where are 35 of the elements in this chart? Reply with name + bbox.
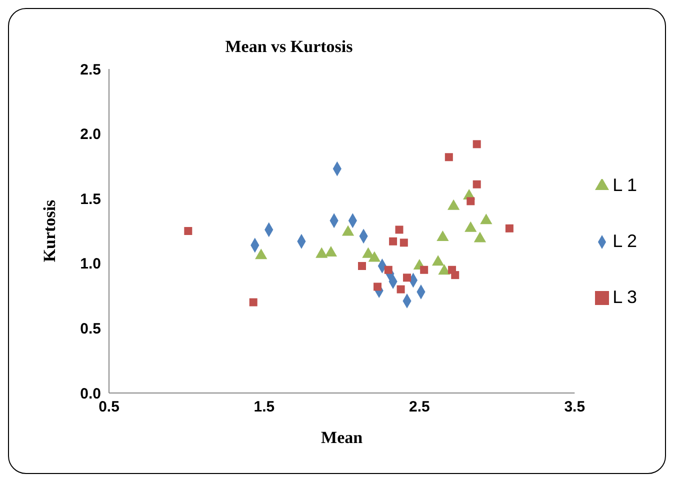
point bbox=[384, 266, 392, 274]
point bbox=[358, 262, 366, 270]
y-tick-label: 1.0 bbox=[80, 256, 101, 273]
y-tick-label: 2.0 bbox=[80, 126, 101, 144]
point bbox=[324, 246, 338, 257]
legend-label: L 1 bbox=[612, 175, 637, 195]
x-tick-label: 1.5 bbox=[254, 398, 275, 416]
point bbox=[389, 237, 398, 246]
point bbox=[396, 285, 405, 294]
point bbox=[400, 238, 408, 247]
point bbox=[374, 282, 382, 291]
x-axis-title: Mean bbox=[321, 428, 364, 447]
point bbox=[249, 298, 258, 306]
x-tick-label: 3.5 bbox=[564, 398, 586, 416]
legend-label: L 3 bbox=[612, 287, 637, 307]
point bbox=[466, 197, 475, 206]
x-tick-label: 2.5 bbox=[408, 398, 430, 416]
y-tick-label: 0.5 bbox=[80, 320, 101, 338]
point bbox=[432, 255, 444, 266]
point bbox=[451, 271, 460, 280]
y-axis-title: Kurtosis bbox=[40, 199, 60, 262]
x-tick-label: 0.5 bbox=[98, 398, 120, 416]
point bbox=[472, 140, 481, 148]
legend-label: L 2 bbox=[612, 231, 637, 251]
y-tick-label: 0.0 bbox=[80, 385, 101, 402]
point bbox=[184, 227, 192, 235]
point bbox=[403, 274, 412, 282]
chart-title: Mean vs Kurtosis bbox=[224, 37, 354, 57]
point bbox=[505, 224, 514, 232]
point bbox=[420, 266, 428, 274]
y-tick-label: 2.5 bbox=[80, 61, 101, 78]
y-tick-label: 1.5 bbox=[80, 190, 101, 208]
point bbox=[444, 153, 453, 162]
point bbox=[472, 180, 481, 188]
point bbox=[395, 226, 404, 234]
